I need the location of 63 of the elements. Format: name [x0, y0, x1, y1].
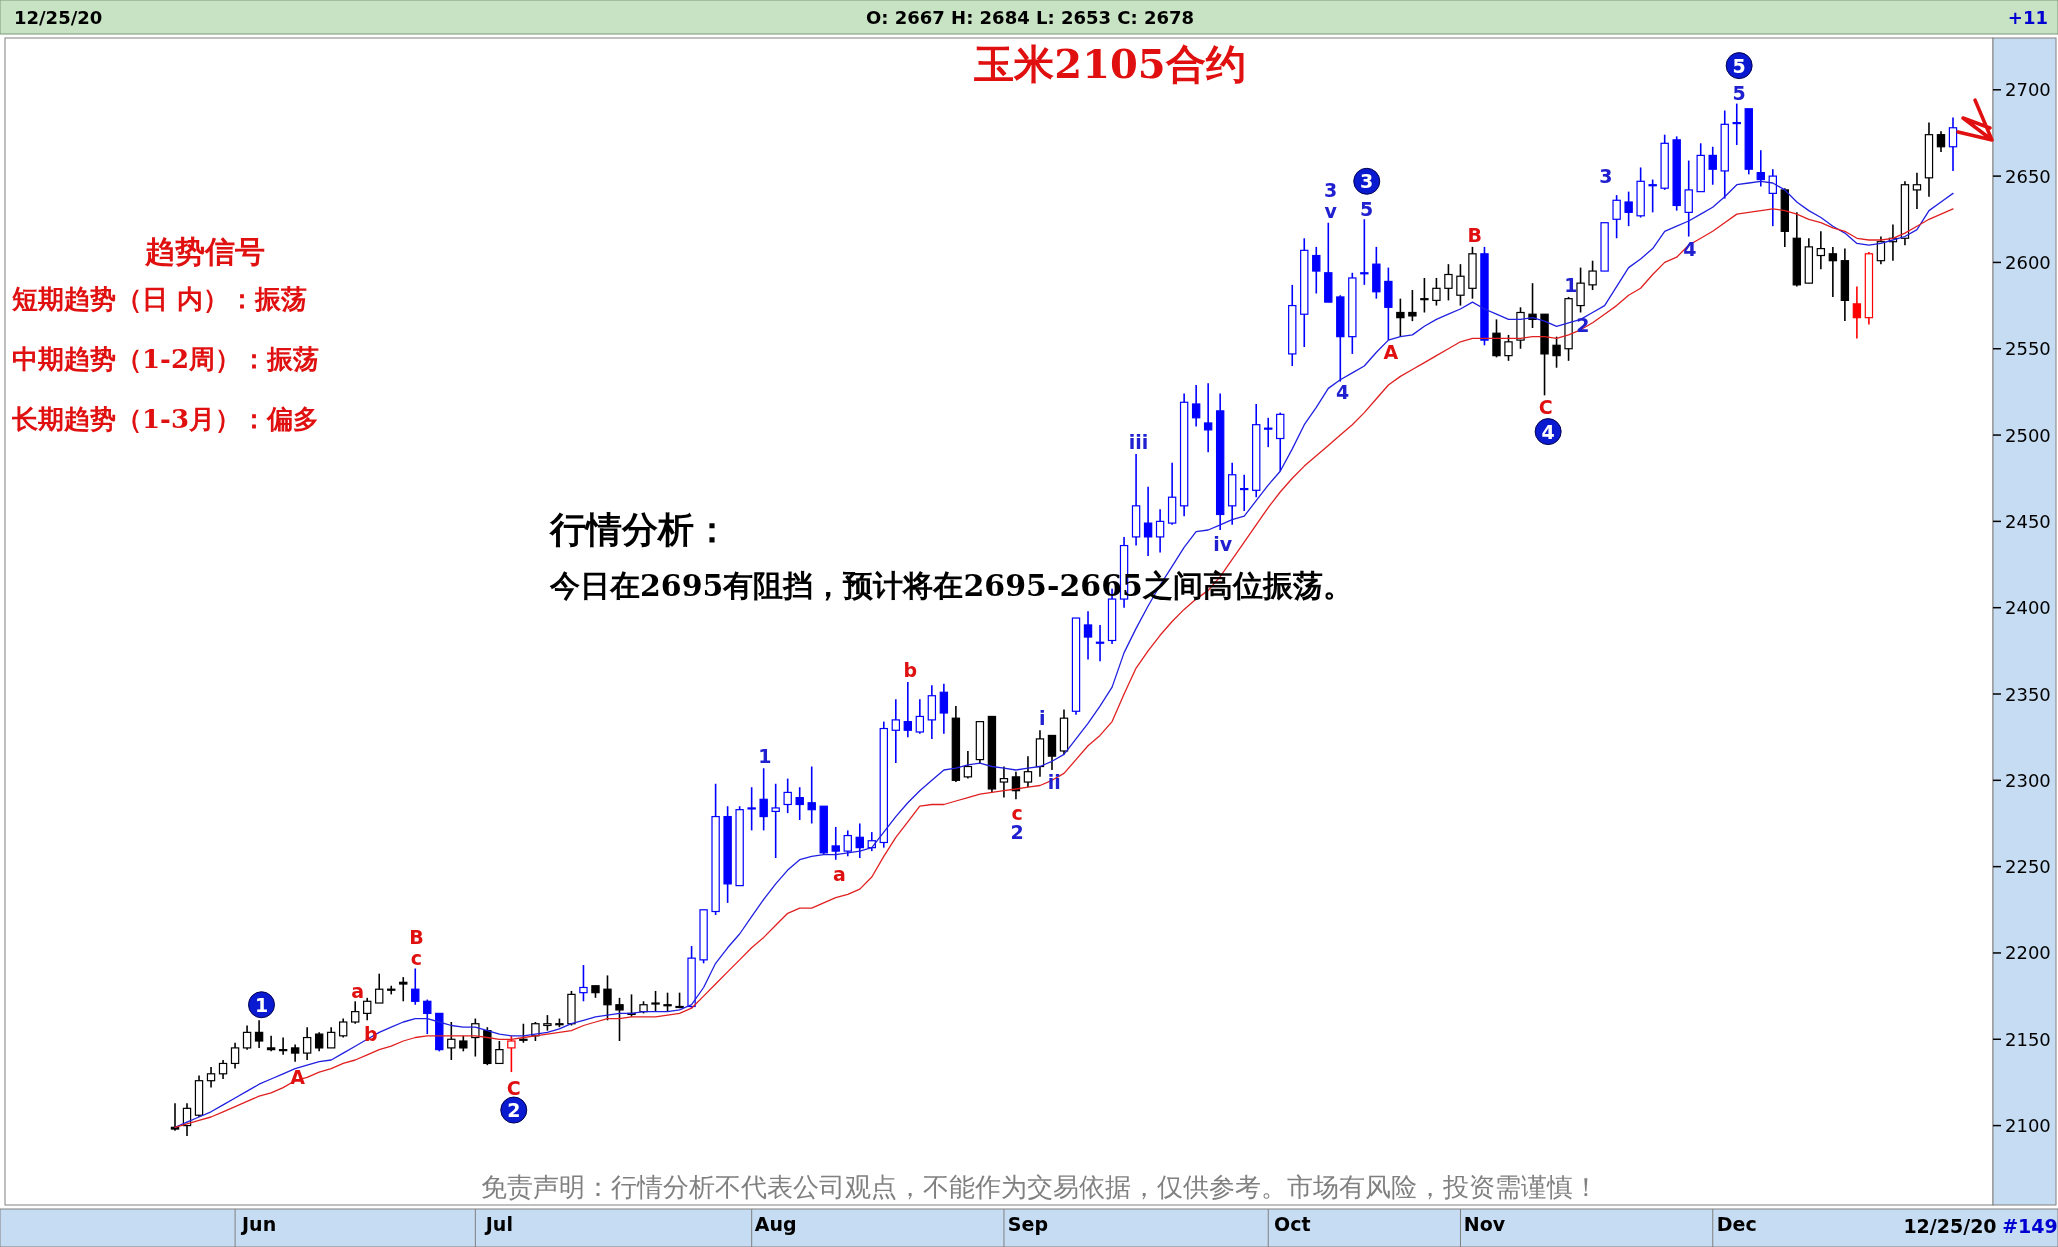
y-tick-label: 2650	[2005, 165, 2051, 187]
annotation: 1	[758, 745, 772, 768]
annotation: 中期趋势（1-2周）：振荡	[12, 344, 319, 374]
annotation: 免责声明：行情分析不代表公司观点，不能作为交易依据，仅供参考。市场有风险，投资需谨慎！	[481, 1172, 1599, 1202]
chart-title: 玉米2105合约	[973, 40, 1246, 87]
annotation: i	[1039, 707, 1046, 730]
annotation: c	[410, 947, 423, 970]
y-tick-label: 2550	[2005, 338, 2051, 360]
annotation: a	[832, 862, 846, 885]
annotation: 3	[1324, 178, 1338, 201]
x-tick-label: Jul	[483, 1213, 513, 1235]
annotation: 5	[1732, 54, 1746, 77]
annotation: 趋势信号	[144, 234, 265, 269]
annotation: iv	[1213, 532, 1233, 555]
text: #149	[2002, 1215, 2058, 1237]
text: 12/25/20	[1903, 1215, 1997, 1237]
annotation: 短期趋势（日 内）：振荡	[11, 284, 308, 314]
annotation: 3	[1599, 165, 1613, 188]
annotation: 5	[1732, 82, 1746, 105]
x-tick-label: Dec	[1716, 1213, 1757, 1235]
wave-circle: 5	[1725, 52, 1753, 80]
x-tick-label: Sep	[1007, 1213, 1049, 1235]
y-tick-label: 2400	[2005, 597, 2051, 619]
y-tick-label: 2500	[2005, 424, 2051, 446]
x-tick-label: Nov	[1463, 1213, 1506, 1235]
annotation: 5	[1360, 197, 1374, 220]
annotation: b	[903, 658, 918, 681]
y-tick-label: 2350	[2005, 683, 2051, 705]
annotation: A	[1383, 341, 1399, 364]
text: O: 2667 H: 2684 L: 2653 C: 2678	[865, 7, 1195, 28]
annotation: a	[351, 979, 365, 1002]
annotation: 行情分析：	[549, 508, 730, 550]
annotation: 1	[254, 993, 269, 1016]
annotation: C	[1538, 396, 1553, 419]
annotation: v	[1324, 199, 1338, 222]
annotation: 长期趋势（1-3月）：偏多	[11, 404, 319, 434]
x-tick-label: Aug	[754, 1213, 797, 1235]
wave-circle: 1	[248, 991, 275, 1019]
annotation: B	[409, 926, 424, 949]
wave-circle: 3	[1353, 167, 1381, 195]
wave-circle: 4	[1534, 418, 1562, 446]
annotation: 4	[1683, 237, 1697, 260]
x-tick-label: Oct	[1274, 1213, 1311, 1235]
wave-circle: 2	[500, 1096, 528, 1124]
annotation: iii	[1128, 430, 1149, 453]
x-tick-label: Jun	[240, 1213, 277, 1235]
annotation: 3	[1360, 170, 1374, 193]
annotation: 2	[507, 1099, 521, 1122]
y-tick-label: 2300	[2005, 769, 2051, 791]
text: +11	[2007, 7, 2048, 28]
annotation: C	[506, 1076, 521, 1099]
y-tick-label: 2250	[2005, 856, 2051, 878]
y-tick-label: 2600	[2005, 251, 2051, 273]
annotation: B	[1467, 223, 1483, 246]
annotation: 1	[1564, 273, 1578, 296]
y-tick-label: 2100	[2005, 1115, 2051, 1137]
annotation: 4	[1336, 380, 1350, 403]
text: 12/25/20	[14, 7, 103, 28]
annotation: 4	[1541, 420, 1555, 443]
y-tick-label: 2200	[2005, 942, 2051, 964]
y-tick-label: 2700	[2005, 79, 2051, 101]
y-tick-label: 2450	[2005, 510, 2051, 532]
y-tick-label: 2150	[2005, 1028, 2051, 1050]
